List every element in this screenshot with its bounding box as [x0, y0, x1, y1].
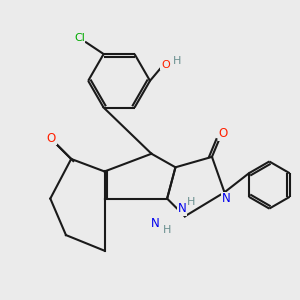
- Text: Cl: Cl: [74, 33, 85, 43]
- Text: H: H: [163, 225, 171, 235]
- Text: H: H: [173, 56, 181, 66]
- Text: N: N: [178, 202, 186, 215]
- Text: O: O: [47, 132, 56, 145]
- Text: O: O: [218, 128, 227, 140]
- Text: O: O: [161, 60, 170, 70]
- Text: N: N: [222, 192, 230, 205]
- Text: N: N: [151, 217, 160, 230]
- Text: H: H: [187, 196, 195, 207]
